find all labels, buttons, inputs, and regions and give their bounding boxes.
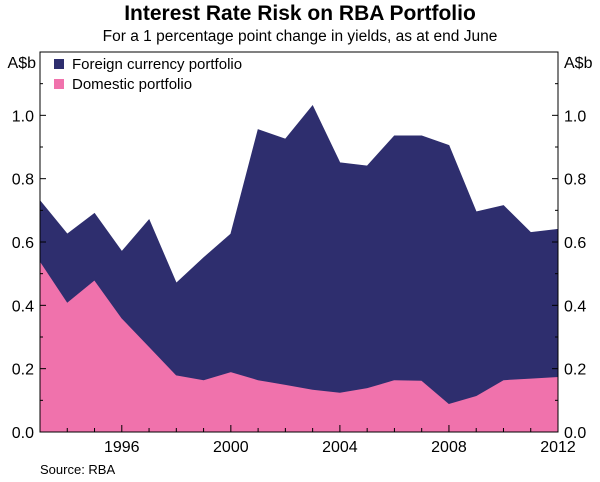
chart-title: Interest Rate Risk on RBA Portfolio <box>124 2 476 25</box>
x-tick-label: 2012 <box>540 439 576 456</box>
y-tick-label-right: 0.6 <box>564 235 586 252</box>
x-tick-label: 2008 <box>431 439 467 456</box>
y-axis-unit-right: A$b <box>564 55 593 72</box>
y-tick-label-right: 0.2 <box>564 362 586 379</box>
y-tick-label-right: 0.8 <box>564 172 586 189</box>
legend-swatch-foreign <box>54 59 64 69</box>
legend-swatch-domestic <box>54 79 64 89</box>
legend-label-foreign: Foreign currency portfolio <box>72 56 242 73</box>
y-axis-unit-left: A$b <box>8 55 37 72</box>
y-tick-label-left: 0.2 <box>12 362 34 379</box>
y-tick-label-right: 1.0 <box>564 108 586 125</box>
y-tick-label-left: 1.0 <box>12 108 34 125</box>
y-tick-label-right: 0.4 <box>564 298 586 315</box>
y-tick-label-left: 0.4 <box>12 298 34 315</box>
y-tick-label-right: 0.0 <box>564 425 586 442</box>
y-tick-label-left: 0.6 <box>12 235 34 252</box>
legend-label-domestic: Domestic portfolio <box>72 76 192 93</box>
x-tick-label: 1996 <box>104 439 140 456</box>
chart-subtitle: For a 1 percentage point change in yield… <box>102 28 498 45</box>
y-tick-label-left: 0.0 <box>12 425 34 442</box>
x-tick-label: 2004 <box>322 439 358 456</box>
x-tick-label: 2000 <box>213 439 249 456</box>
y-tick-label-left: 0.8 <box>12 172 34 189</box>
source-note: Source: RBA <box>40 462 116 477</box>
